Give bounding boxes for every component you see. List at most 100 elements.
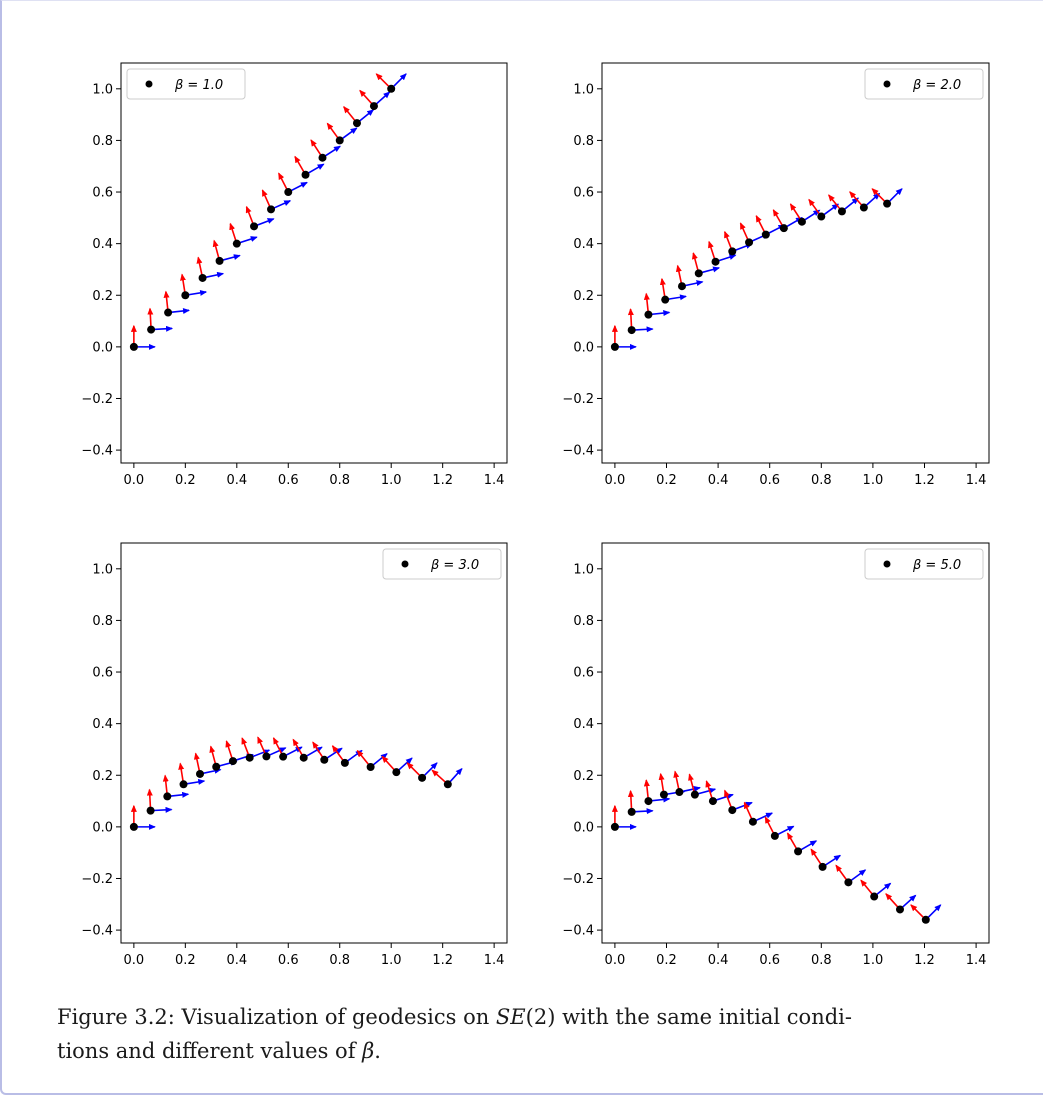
data-point <box>228 757 237 766</box>
data-point <box>797 217 806 226</box>
y-tick-label: −0.2 <box>562 392 594 407</box>
x-tick-label: 0.6 <box>278 473 299 488</box>
data-point <box>745 238 754 247</box>
x-tick-label: 1.0 <box>863 953 884 968</box>
y-tick-label: −0.4 <box>81 924 113 939</box>
data-point <box>279 752 288 761</box>
legend-marker <box>883 80 891 88</box>
x-tick-label: 0.8 <box>329 953 350 968</box>
data-point <box>320 755 329 764</box>
legend-label: β = 1.0 <box>174 78 223 93</box>
x-tick-label: 0.0 <box>605 473 626 488</box>
y-tick-label: 0.4 <box>92 717 113 732</box>
data-point <box>418 773 427 782</box>
subplot-4: 0.0 0.2 0.4 0.6 0.8 1.0 1.2 1.4 −0.4 −0.2 0.0 0.2 0.… <box>562 542 990 968</box>
data-point <box>198 273 207 282</box>
caption-line2: tions and different values of <box>57 1039 363 1063</box>
data-point <box>245 753 254 762</box>
x-tick-label: 1.4 <box>484 473 505 488</box>
data-point <box>163 792 172 801</box>
data-point <box>267 205 276 214</box>
y-tick-label: 0.4 <box>573 717 594 732</box>
data-point <box>728 806 737 815</box>
y-tick-label: 0.6 <box>573 186 594 201</box>
data-point <box>318 153 327 162</box>
x-tick-label: 1.2 <box>914 953 935 968</box>
y-tick-label: −0.2 <box>81 392 113 407</box>
data-point <box>164 308 173 317</box>
x-tick-label: 1.0 <box>381 953 402 968</box>
y-tick-label: 0.6 <box>92 186 113 201</box>
x-tick-label: 0.2 <box>656 473 677 488</box>
data-point <box>728 247 737 256</box>
data-point <box>627 807 636 816</box>
y-tick-label: 1.0 <box>92 562 113 577</box>
data-point <box>129 342 138 351</box>
data-point <box>690 790 699 799</box>
subplot-3: 0.0 0.2 0.4 0.6 0.8 1.0 1.2 1.4 −0.4 −0.2 0.0 0.2 0.… <box>81 542 508 968</box>
data-point <box>146 806 155 815</box>
x-tick-label: 0.8 <box>811 473 832 488</box>
y-tick-label: 0.2 <box>92 769 113 784</box>
legend-marker <box>883 560 891 568</box>
y-tick-label: 0.4 <box>573 237 594 252</box>
data-point <box>761 230 770 239</box>
data-point <box>196 769 205 778</box>
data-point <box>179 780 188 789</box>
y-tick-label: 0.0 <box>573 820 594 835</box>
data-point <box>627 326 636 335</box>
data-point <box>859 203 868 212</box>
caption-prefix: Figure 3.2: Visualization of geodesics o… <box>57 1005 496 1029</box>
x-tick-label: 0.2 <box>175 473 196 488</box>
x-tick-label: 1.2 <box>914 473 935 488</box>
data-point <box>895 905 904 914</box>
y-tick-label: −0.2 <box>562 872 594 887</box>
x-tick-label: 0.6 <box>759 953 780 968</box>
data-point <box>694 269 703 278</box>
legend-box <box>864 548 984 580</box>
data-point <box>883 199 892 208</box>
x-tick-label: 1.4 <box>966 953 987 968</box>
data-point <box>770 831 779 840</box>
legend-label: β = 2.0 <box>912 78 961 93</box>
data-point <box>817 212 826 221</box>
data-point <box>212 762 221 771</box>
x-tick-label: 0.8 <box>811 953 832 968</box>
y-tick-label: 0.8 <box>573 614 594 629</box>
y-tick-label: −0.4 <box>562 444 594 459</box>
y-tick-label: 1.0 <box>573 82 594 97</box>
x-tick-label: 0.4 <box>226 473 247 488</box>
data-point <box>711 257 720 266</box>
data-point <box>870 892 879 901</box>
y-tick-label: 0.2 <box>92 289 113 304</box>
y-tick-label: 0.6 <box>92 666 113 681</box>
legend-box <box>126 68 246 100</box>
data-point <box>610 342 619 351</box>
legend-label: β = 3.0 <box>430 558 479 573</box>
x-tick-label: 0.4 <box>708 953 729 968</box>
geodesic-figure: 0.0 0.2 0.4 0.6 0.8 1.0 1.2 1.4 −0.4 −0.2 0.0 0.2 0.… <box>81 62 990 968</box>
data-point <box>335 136 344 145</box>
data-point <box>661 295 670 304</box>
y-tick-label: 1.0 <box>573 562 594 577</box>
x-tick-label: 1.2 <box>432 473 453 488</box>
y-tick-label: 0.0 <box>573 340 594 355</box>
data-point <box>659 790 668 799</box>
data-point <box>610 822 619 831</box>
legend-box <box>864 68 984 100</box>
legend-marker <box>145 80 153 88</box>
y-tick-label: −0.4 <box>81 444 113 459</box>
data-point <box>677 282 686 291</box>
data-point <box>748 817 757 826</box>
axes-frame <box>120 62 508 464</box>
x-tick-label: 0.2 <box>656 953 677 968</box>
axes-frame <box>601 62 990 464</box>
y-tick-label: 0.6 <box>573 666 594 681</box>
x-tick-label: 1.2 <box>432 953 453 968</box>
data-point <box>284 188 293 197</box>
x-tick-label: 1.4 <box>966 473 987 488</box>
data-point <box>794 847 803 856</box>
y-tick-label: −0.4 <box>562 924 594 939</box>
legend-box <box>382 548 502 580</box>
